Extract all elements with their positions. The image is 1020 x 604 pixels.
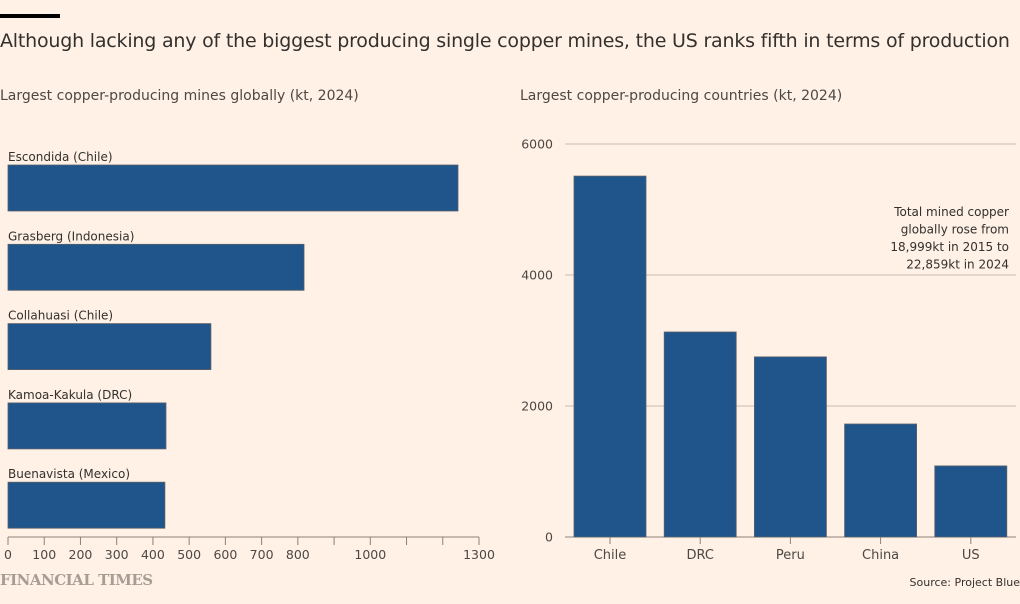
x-tick-label: DRC (686, 548, 713, 563)
x-tick-label: 600 (213, 547, 237, 562)
ft-top-bar (0, 14, 60, 18)
mine-label: Grasberg (Indonesia) (8, 229, 134, 243)
country-bar (754, 356, 827, 538)
country-bar (844, 423, 917, 538)
x-tick-label: 400 (141, 547, 165, 562)
mine-bar (7, 243, 305, 291)
mine-bar (7, 164, 459, 212)
x-tick-label: 200 (69, 547, 93, 562)
x-tick-label: 1000 (354, 547, 386, 562)
x-tick-label: 700 (250, 547, 274, 562)
mine-bar (7, 323, 212, 371)
mine-bar (7, 481, 166, 529)
left-chart-subtitle: Largest copper-producing mines globally … (0, 88, 359, 104)
ft-logo: FINANCIAL TIMES (0, 571, 153, 589)
y-tick-label: 2000 (521, 399, 553, 414)
country-bar (573, 175, 647, 538)
country-bar (934, 465, 1008, 538)
mine-label: Kamoa-Kakula (DRC) (8, 388, 132, 402)
source-note: Source: Project Blue (909, 576, 1020, 589)
x-tick-label: Chile (594, 548, 627, 563)
x-tick-label: 800 (286, 547, 310, 562)
country-bar (663, 331, 737, 538)
x-tick-label: 300 (105, 547, 129, 562)
y-tick-label: 6000 (521, 137, 553, 152)
x-tick-label: Peru (776, 548, 805, 563)
x-tick-label: China (862, 548, 899, 563)
y-tick-label: 0 (545, 530, 553, 545)
right-chart-subtitle: Largest copper-producing countries (kt, … (520, 88, 843, 104)
x-tick-label: US (962, 548, 980, 563)
x-tick-label: 500 (177, 547, 201, 562)
annotation-line: Total mined copper (893, 205, 1009, 219)
annotation-line: 22,859kt in 2024 (906, 258, 1009, 272)
x-tick-label: 0 (4, 547, 12, 562)
x-tick-label: 1300 (463, 547, 495, 562)
mine-label: Escondida (Chile) (8, 150, 113, 164)
mine-bar (7, 402, 167, 450)
annotation-line: 18,999kt in 2015 to (890, 240, 1009, 254)
mine-label: Collahuasi (Chile) (8, 309, 113, 323)
y-tick-label: 4000 (521, 268, 553, 283)
x-tick-label: 100 (32, 547, 56, 562)
annotation-line: globally rose from (901, 223, 1009, 237)
mine-label: Buenavista (Mexico) (8, 467, 130, 481)
chart-title: Although lacking any of the biggest prod… (0, 30, 1010, 52)
